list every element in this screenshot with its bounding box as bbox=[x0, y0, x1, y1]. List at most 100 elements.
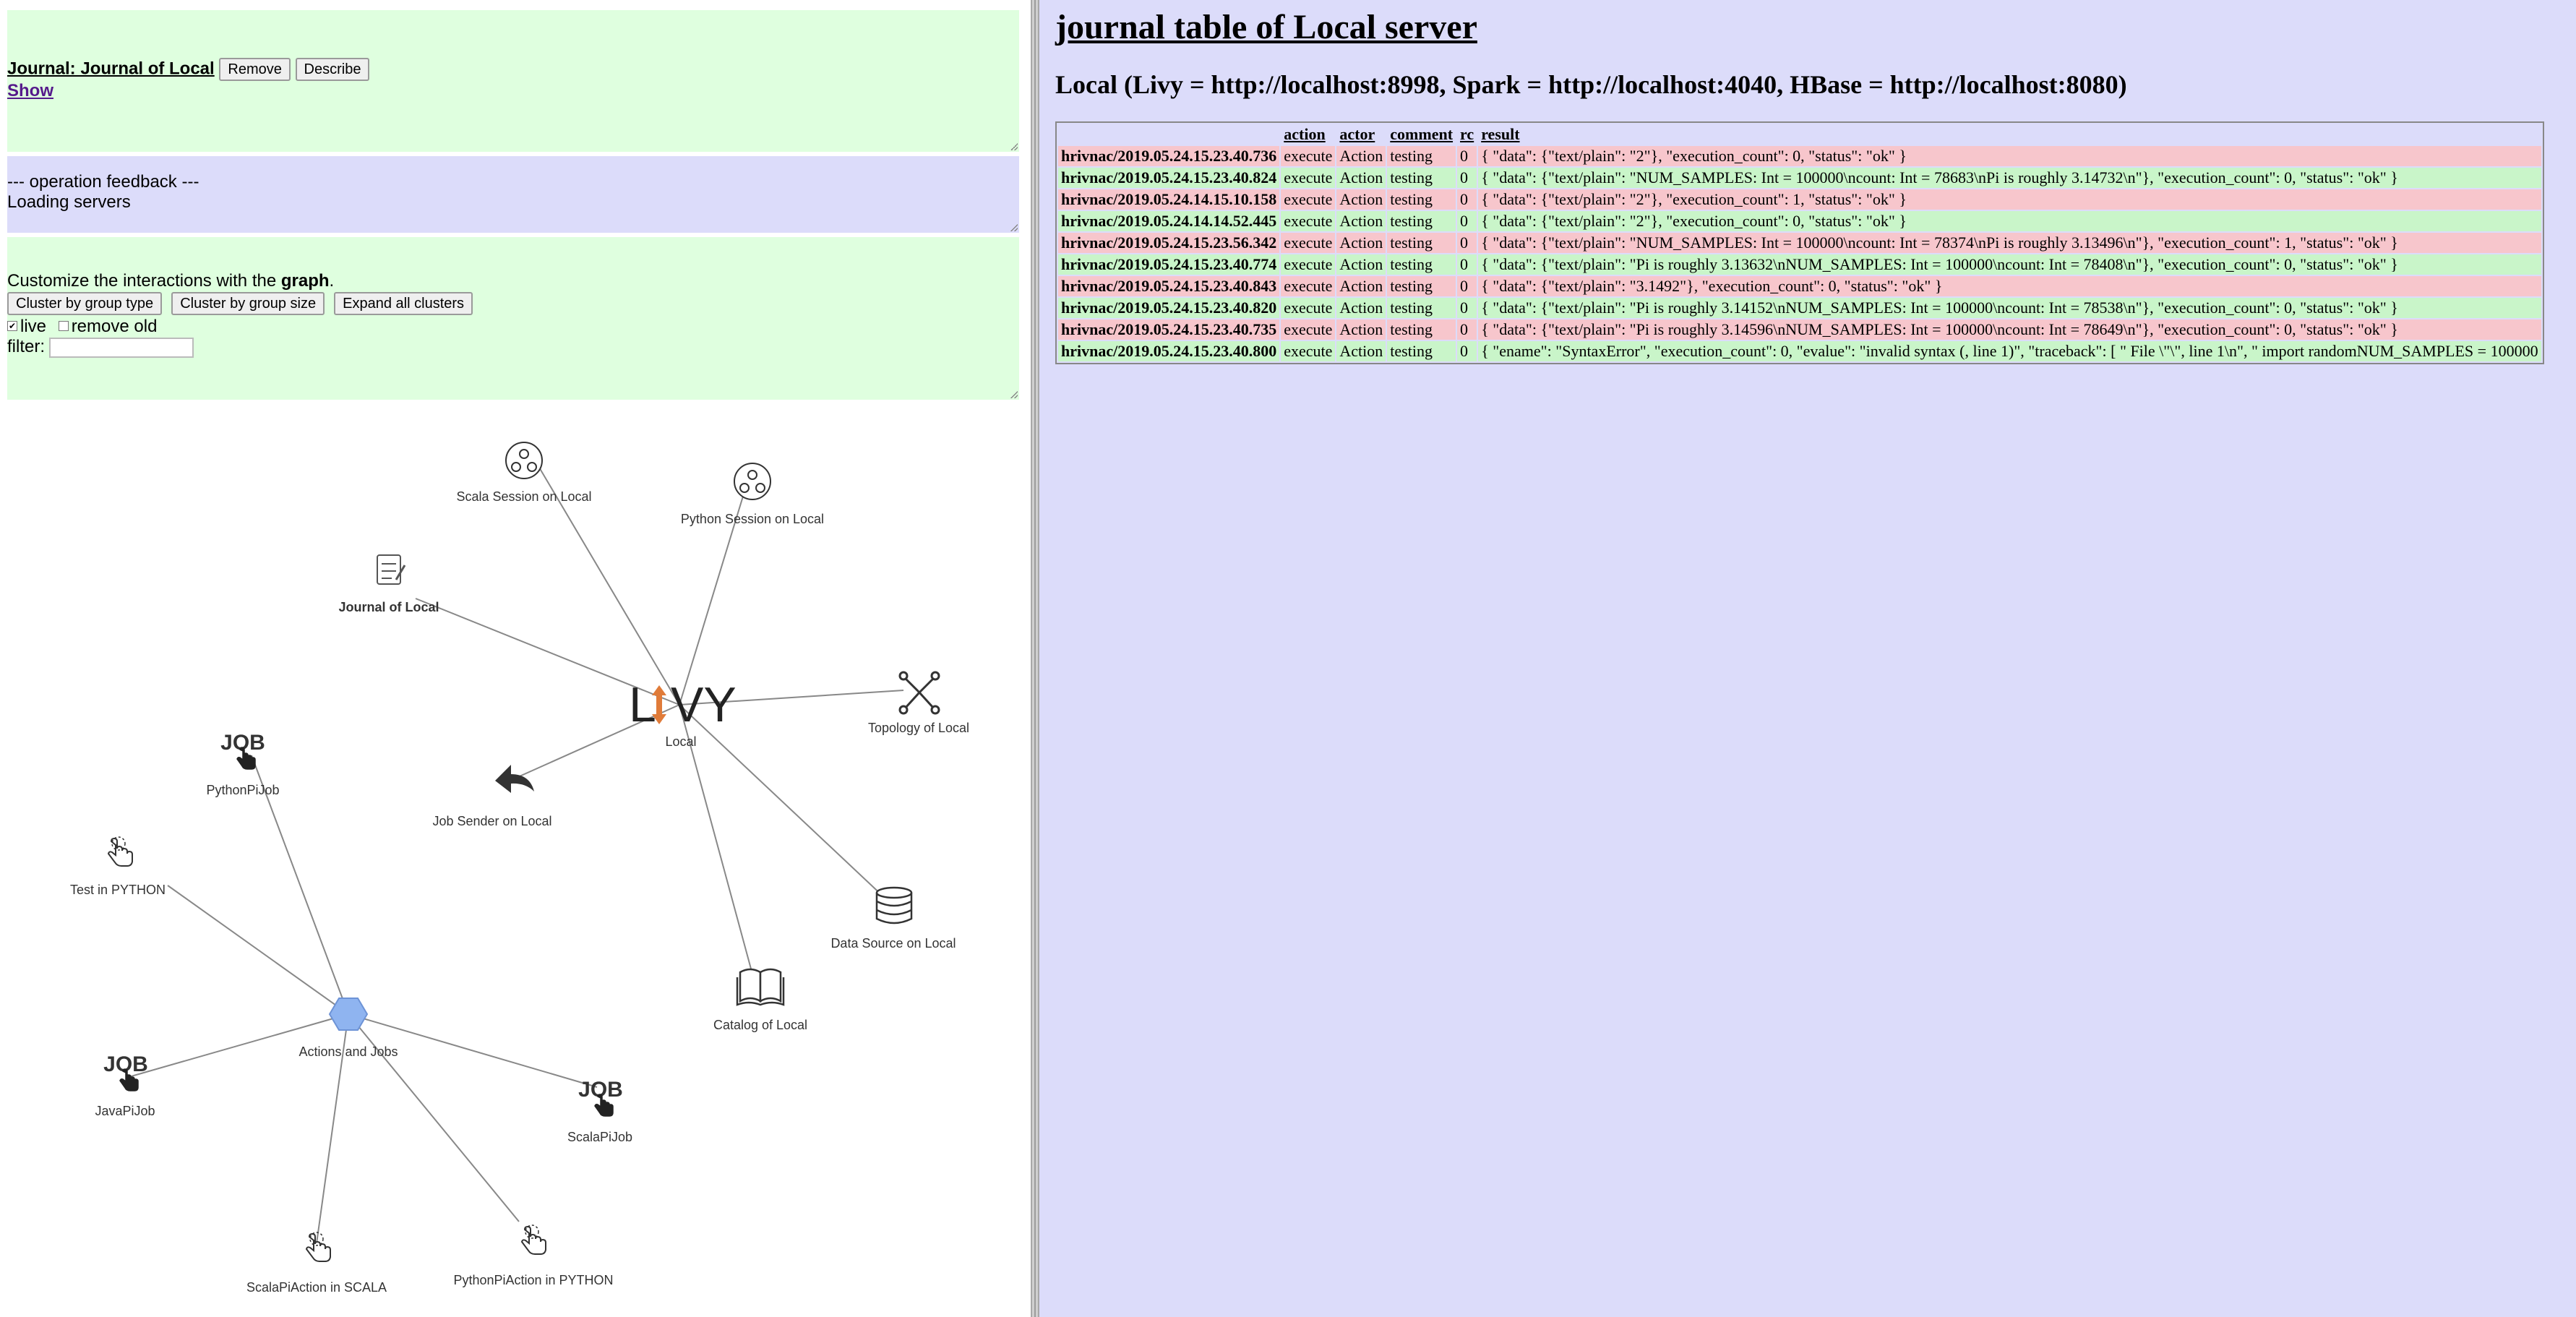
edge bbox=[679, 704, 755, 980]
cell-id: hrivnac/2019.05.24.15.23.40.843 bbox=[1058, 276, 1280, 296]
edge bbox=[167, 885, 349, 1015]
cell-action: execute bbox=[1281, 298, 1336, 318]
cluster-by-group-type-button[interactable]: Cluster by group type bbox=[7, 292, 163, 315]
cell-action: execute bbox=[1281, 211, 1336, 231]
cell-rc: 0 bbox=[1457, 168, 1477, 188]
edge bbox=[415, 598, 680, 705]
graph-edges bbox=[128, 466, 904, 1244]
table-row[interactable]: hrivnac/2019.05.24.15.23.40.820 execute Ac… bbox=[1058, 298, 2541, 318]
filter-label: filter: bbox=[7, 337, 46, 356]
graph-canvas[interactable]: Scala Session on Local Python Session on… bbox=[0, 405, 1031, 1317]
notepad-icon bbox=[377, 554, 406, 585]
column-header-comment[interactable]: comment bbox=[1387, 124, 1456, 145]
catalog-label: Catalog of Local bbox=[713, 1018, 807, 1032]
table-row[interactable]: hrivnac/2019.05.24.15.23.40.735 execute Ac… bbox=[1058, 319, 2541, 340]
table-row[interactable]: hrivnac/2019.05.24.14.14.52.445 execute Ac… bbox=[1058, 211, 2541, 231]
table-row[interactable]: hrivnac/2019.05.24.15.23.40.736 execute Ac… bbox=[1058, 146, 2541, 166]
cell-id: hrivnac/2019.05.24.15.23.40.800 bbox=[1058, 341, 1280, 361]
scalapiaction-node[interactable]: ScalaPiAction in SCALA bbox=[246, 1232, 387, 1295]
resize-grip[interactable] bbox=[1010, 224, 1018, 231]
resize-grip[interactable] bbox=[1010, 143, 1018, 150]
feedback-panel: --- operation feedback --- Loading serve… bbox=[7, 156, 1019, 233]
book-icon bbox=[736, 968, 785, 1006]
table-row[interactable]: hrivnac/2019.05.24.15.23.40.774 execute Ac… bbox=[1058, 254, 2541, 275]
cell-rc: 0 bbox=[1457, 146, 1477, 166]
cell-id: hrivnac/2019.05.24.15.23.40.735 bbox=[1058, 319, 1280, 340]
cell-rc: 0 bbox=[1457, 341, 1477, 361]
cell-comment: testing bbox=[1387, 276, 1456, 296]
cell-result: { "data": {"text/plain": "2"}, "executio… bbox=[1478, 211, 2541, 231]
python-session-node[interactable]: Python Session on Local bbox=[681, 463, 824, 526]
test-python-label: Test in PYTHON bbox=[70, 883, 166, 897]
job-sender-label: Job Sender on Local bbox=[432, 814, 551, 828]
cell-actor: Action bbox=[1336, 341, 1386, 361]
data-source-node[interactable]: Data Source on Local bbox=[830, 886, 956, 951]
cell-result: { "data": {"text/plain": "2"}, "executio… bbox=[1478, 146, 2541, 166]
filter-input[interactable] bbox=[49, 337, 194, 358]
pythonpijob-label: PythonPiJob bbox=[206, 783, 279, 797]
column-header-result[interactable]: result bbox=[1478, 124, 2541, 145]
table-row[interactable]: hrivnac/2019.05.24.15.23.40.800 execute Ac… bbox=[1058, 341, 2541, 361]
edge bbox=[348, 1013, 598, 1088]
cell-actor: Action bbox=[1336, 298, 1386, 318]
cell-comment: testing bbox=[1387, 146, 1456, 166]
cell-comment: testing bbox=[1387, 211, 1456, 231]
table-row[interactable]: hrivnac/2019.05.24.15.23.40.824 execute Ac… bbox=[1058, 168, 2541, 188]
scala-session-label: Scala Session on Local bbox=[456, 489, 591, 504]
javapijob-label: JavaPiJob bbox=[95, 1104, 155, 1118]
cell-comment: testing bbox=[1387, 233, 1456, 253]
hexagon-icon bbox=[328, 998, 369, 1031]
cell-result: { "ename": "SyntaxError", "execution_cou… bbox=[1478, 341, 2541, 361]
resize-grip[interactable] bbox=[1010, 391, 1018, 398]
expand-all-clusters-button[interactable]: Expand all clusters bbox=[334, 292, 473, 315]
column-header-actor[interactable]: actor bbox=[1336, 124, 1386, 145]
actions-jobs-node[interactable]: Actions and Jobs bbox=[299, 998, 398, 1059]
cell-rc: 0 bbox=[1457, 319, 1477, 340]
cell-result: { "data": {"text/plain": "2"}, "executio… bbox=[1478, 189, 2541, 210]
pane-splitter[interactable] bbox=[1031, 0, 1039, 1317]
pythonpijob-node[interactable]: JOB PythonPiJob bbox=[206, 731, 279, 797]
table-body: hrivnac/2019.05.24.15.23.40.736 execute Ac… bbox=[1058, 146, 2541, 361]
remove-button[interactable]: Remove bbox=[219, 58, 291, 81]
livy-center-node[interactable]: L VY Local bbox=[629, 677, 737, 749]
table-row[interactable]: hrivnac/2019.05.24.15.23.40.843 execute Ac… bbox=[1058, 276, 2541, 296]
cell-rc: 0 bbox=[1457, 298, 1477, 318]
column-header-action[interactable]: action bbox=[1281, 124, 1336, 145]
describe-button[interactable]: Describe bbox=[295, 58, 370, 81]
column-header-rc[interactable]: rc bbox=[1457, 124, 1477, 145]
edge bbox=[251, 755, 349, 1015]
test-python-node[interactable]: Test in PYTHON bbox=[70, 836, 166, 897]
cell-id: hrivnac/2019.05.24.15.23.40.820 bbox=[1058, 298, 1280, 318]
cell-rc: 0 bbox=[1457, 233, 1477, 253]
cell-action: execute bbox=[1281, 341, 1336, 361]
scalapijob-label: ScalaPiJob bbox=[567, 1130, 632, 1144]
job-sender-node[interactable]: Job Sender on Local bbox=[432, 765, 552, 828]
cell-actor: Action bbox=[1336, 168, 1386, 188]
cell-actor: Action bbox=[1336, 211, 1386, 231]
customize-text-prefix: Customize the interactions with the bbox=[7, 271, 281, 291]
journal-node[interactable]: Journal of Local bbox=[338, 554, 439, 614]
cell-rc: 0 bbox=[1457, 254, 1477, 275]
javapijob-node[interactable]: JOB JavaPiJob bbox=[95, 1052, 155, 1118]
cell-action: execute bbox=[1281, 233, 1336, 253]
show-link[interactable]: Show bbox=[7, 81, 53, 100]
table-row[interactable]: hrivnac/2019.05.24.15.23.56.342 execute Ac… bbox=[1058, 233, 2541, 253]
remove-old-checkbox[interactable] bbox=[58, 320, 69, 331]
scala-session-node[interactable]: Scala Session on Local bbox=[456, 442, 592, 504]
table-row[interactable]: hrivnac/2019.05.24.14.15.10.158 execute Ac… bbox=[1058, 189, 2541, 210]
cell-result: { "data": {"text/plain": "Pi is roughly … bbox=[1478, 298, 2541, 318]
hand-pointer-icon bbox=[306, 1232, 331, 1262]
live-checkbox[interactable]: ✔ bbox=[7, 320, 17, 331]
table-header: action actor comment rc result bbox=[1058, 124, 2541, 145]
catalog-node[interactable]: Catalog of Local bbox=[713, 968, 807, 1032]
cluster-by-group-size-button[interactable]: Cluster by group size bbox=[171, 292, 325, 315]
python-session-label: Python Session on Local bbox=[681, 512, 824, 526]
cell-actor: Action bbox=[1336, 189, 1386, 210]
scalapijob-node[interactable]: JOB ScalaPiJob bbox=[567, 1078, 632, 1144]
cell-comment: testing bbox=[1387, 341, 1456, 361]
pythonpiaction-node[interactable]: PythonPiAction in PYTHON bbox=[453, 1224, 614, 1287]
cell-actor: Action bbox=[1336, 233, 1386, 253]
journal-title[interactable]: Journal: Journal of Local bbox=[7, 59, 215, 79]
topology-node[interactable]: Topology of Local bbox=[868, 671, 969, 735]
local-label: Local bbox=[665, 734, 696, 749]
